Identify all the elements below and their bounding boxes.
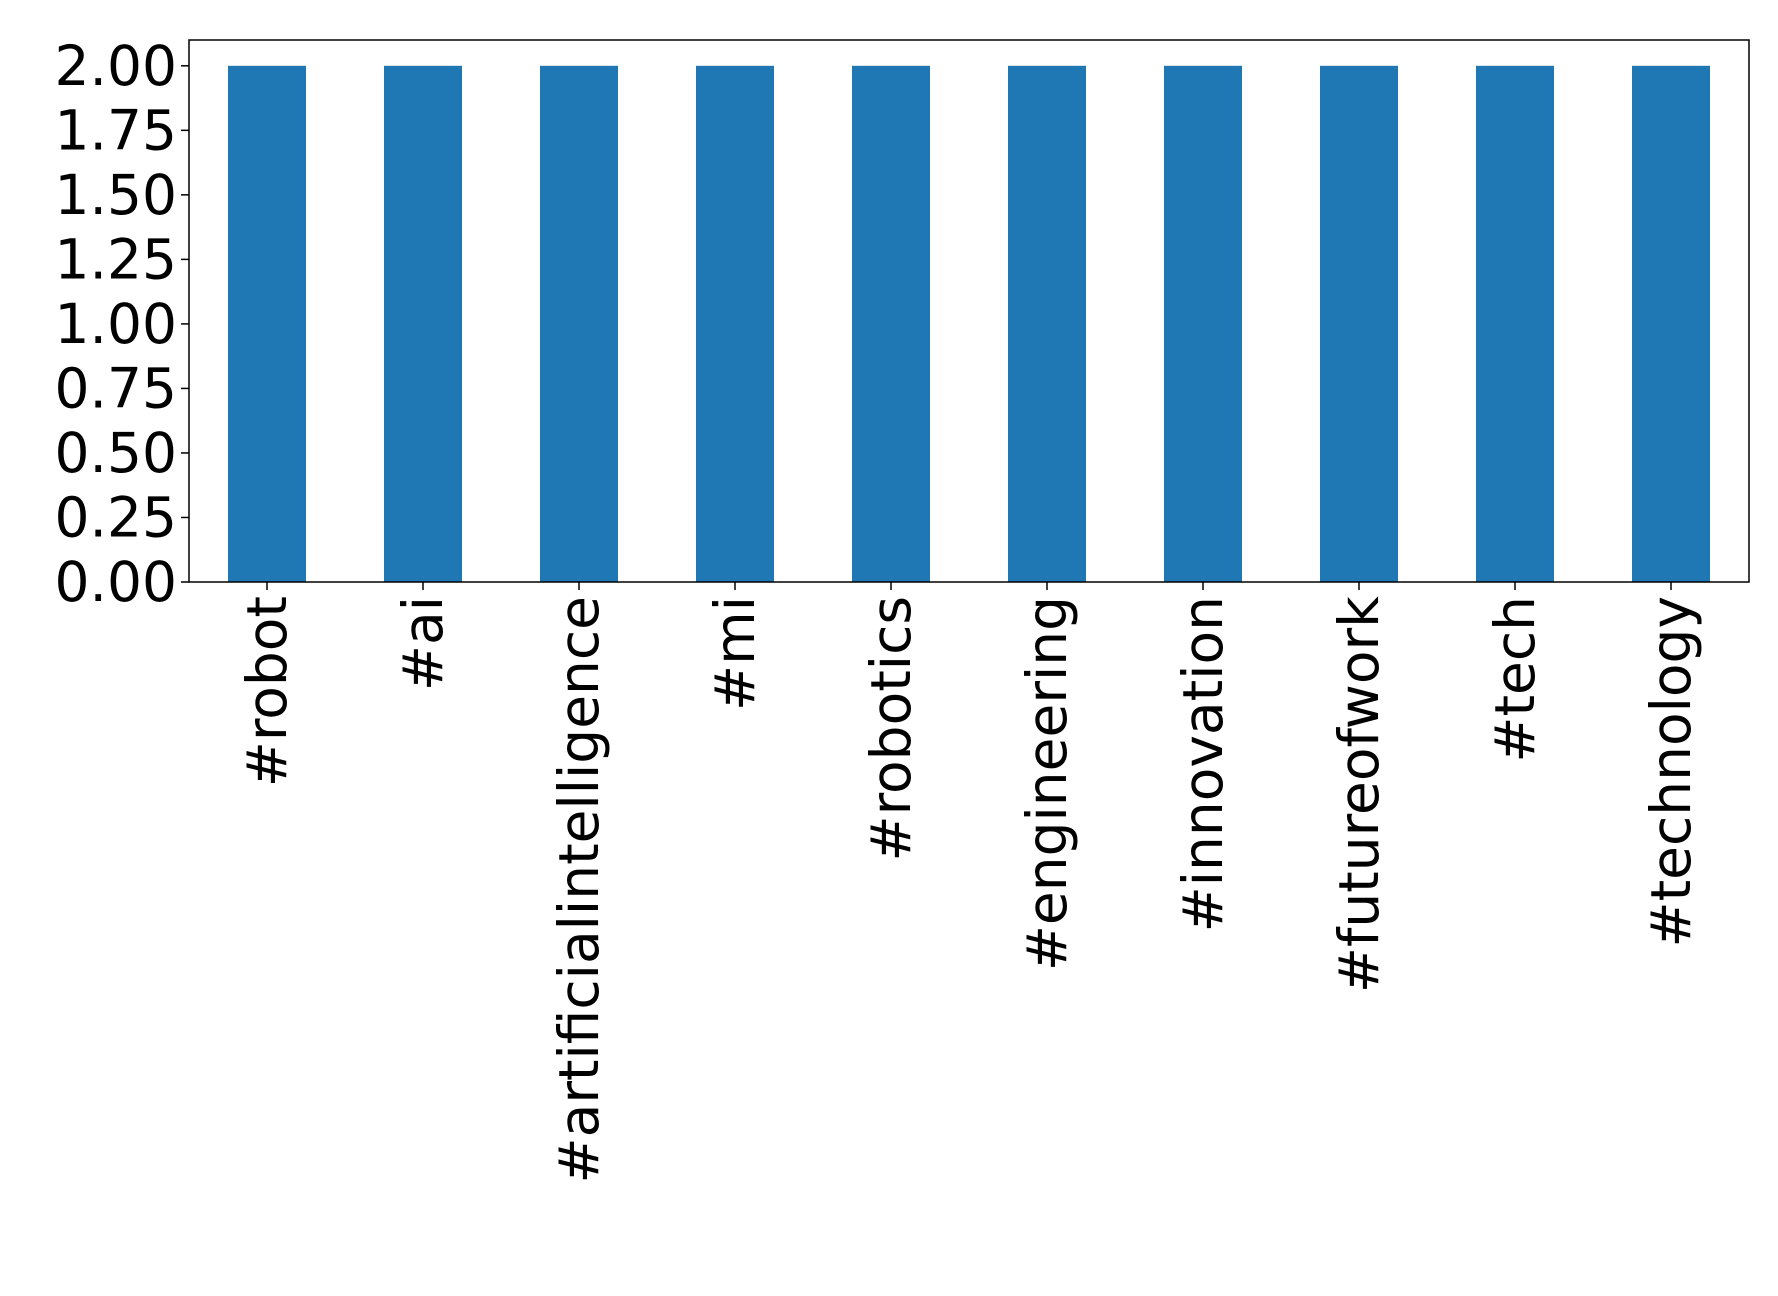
- x-tick-label: #technology: [1639, 596, 1703, 947]
- y-tick-label: 1.50: [55, 163, 177, 227]
- y-tick-label: 1.00: [55, 292, 177, 356]
- bar: [1476, 65, 1554, 583]
- bar: [228, 65, 306, 583]
- y-tick-label: 1.25: [55, 227, 177, 291]
- bar: [1632, 65, 1710, 583]
- x-tick-label: #engineering: [1015, 596, 1079, 971]
- x-tick-label: #mi: [703, 596, 767, 711]
- y-tick-label: 0.75: [55, 356, 177, 420]
- x-tick-label: #innovation: [1171, 596, 1235, 932]
- bar: [384, 65, 462, 583]
- bar: [1164, 65, 1242, 583]
- x-tick-label: #futureofwork: [1327, 596, 1391, 993]
- bar: [1320, 65, 1398, 583]
- x-tick-label: #ai: [391, 596, 455, 691]
- y-tick-label: 0.50: [55, 421, 177, 485]
- x-tick-label: #robotics: [859, 596, 923, 861]
- y-tick-label: 0.00: [55, 550, 177, 614]
- bar: [1008, 65, 1086, 583]
- y-tick-label: 1.75: [55, 98, 177, 162]
- x-tick-label: #artificialintelligence: [547, 596, 611, 1183]
- plot-frame: [188, 39, 1750, 583]
- y-tick-label: 2.00: [55, 34, 177, 98]
- bar: [696, 65, 774, 583]
- y-tick-label: 0.25: [55, 485, 177, 549]
- bar: [852, 65, 930, 583]
- x-tick-label: #tech: [1483, 596, 1547, 763]
- x-tick-label: #robot: [235, 596, 299, 787]
- bar: [540, 65, 618, 583]
